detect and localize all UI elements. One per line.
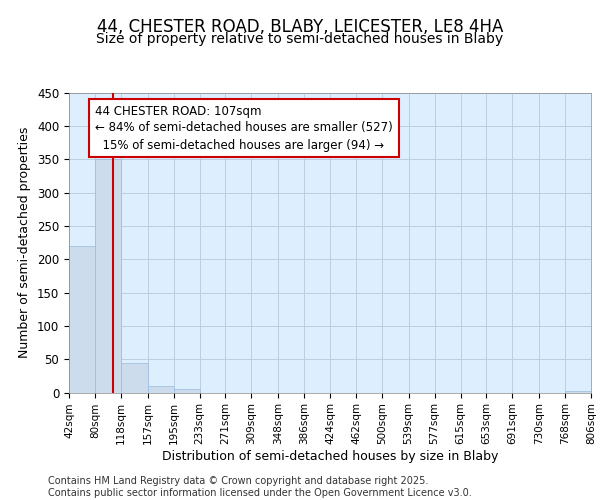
Bar <box>95 159 121 392</box>
Bar <box>69 246 95 392</box>
Bar <box>565 390 591 392</box>
Text: 44, CHESTER ROAD, BLABY, LEICESTER, LE8 4HA: 44, CHESTER ROAD, BLABY, LEICESTER, LE8 … <box>97 18 503 36</box>
Y-axis label: Number of semi-detached properties: Number of semi-detached properties <box>19 127 31 358</box>
Text: Size of property relative to semi-detached houses in Blaby: Size of property relative to semi-detach… <box>97 32 503 46</box>
X-axis label: Distribution of semi-detached houses by size in Blaby: Distribution of semi-detached houses by … <box>162 450 498 463</box>
Bar <box>148 386 173 392</box>
Bar <box>173 388 199 392</box>
Bar <box>121 362 148 392</box>
Text: 44 CHESTER ROAD: 107sqm
← 84% of semi-detached houses are smaller (527)
  15% of: 44 CHESTER ROAD: 107sqm ← 84% of semi-de… <box>95 104 393 152</box>
Text: Contains HM Land Registry data © Crown copyright and database right 2025.
Contai: Contains HM Land Registry data © Crown c… <box>48 476 472 498</box>
